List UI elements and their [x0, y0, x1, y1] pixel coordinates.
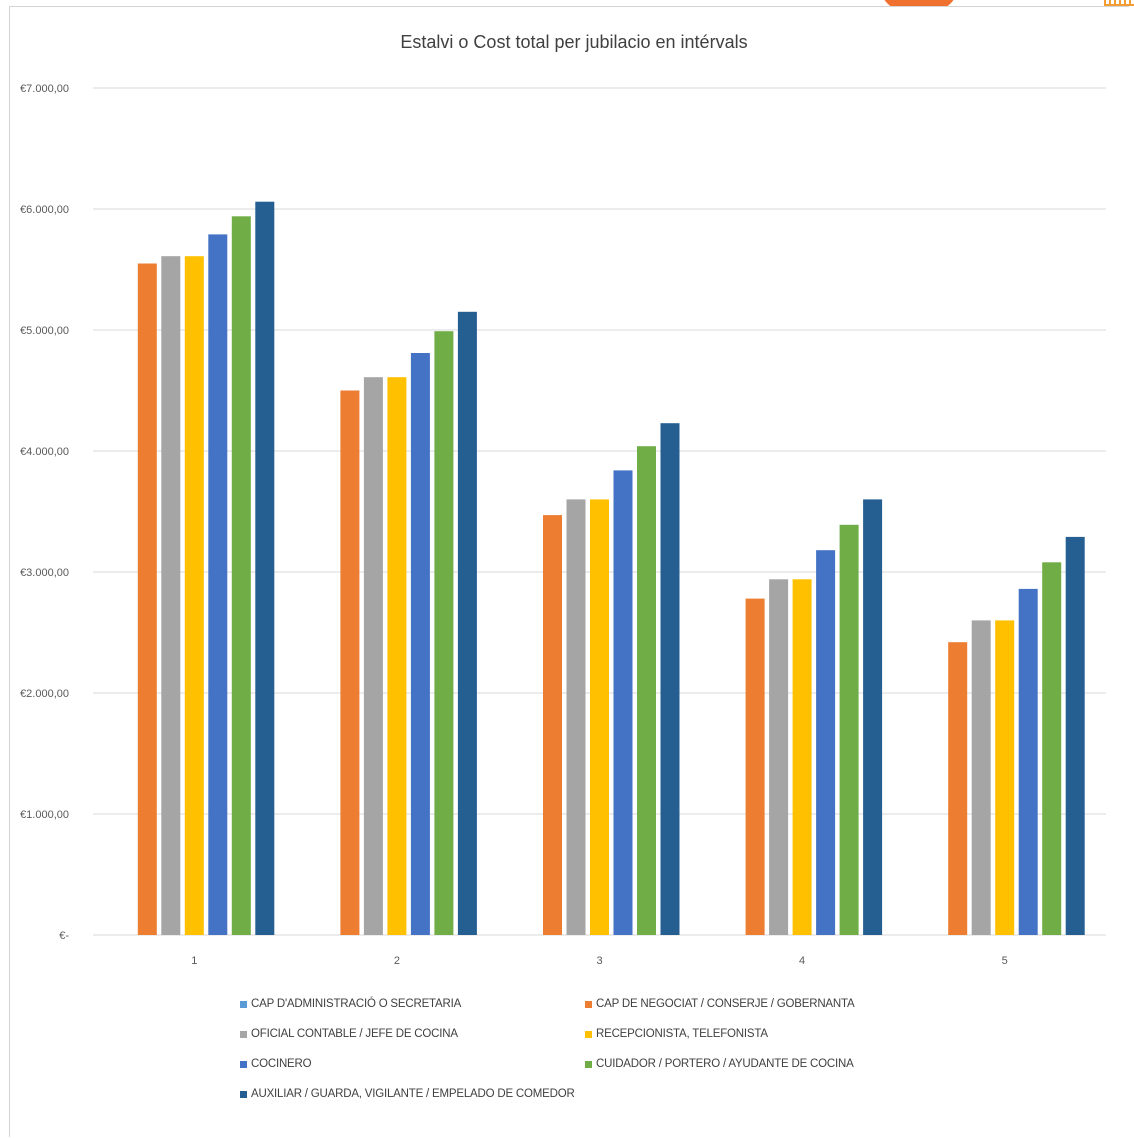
legend-label: OFICIAL CONTABLE / JEFE DE COCINA: [251, 1028, 458, 1040]
x-tick-label: 1: [191, 955, 197, 967]
bar: [208, 234, 228, 935]
y-tick-label: €1.000,00: [20, 809, 69, 821]
bar: [1042, 562, 1062, 935]
legend-item: COCINERO: [240, 1057, 585, 1071]
bar: [590, 499, 609, 935]
bar: [363, 377, 383, 935]
legend-label: COCINERO: [251, 1058, 312, 1070]
bar: [137, 263, 157, 935]
bar: [231, 216, 251, 936]
bar: [613, 470, 633, 935]
legend-item: CAP DE NEGOCIAT / CONSERJE / GOBERNANTA: [585, 997, 940, 1011]
legend-swatch: [585, 1000, 592, 1008]
y-tick-label: €2.000,00: [20, 688, 69, 700]
legend: CAP D'ADMINISTRACIÓ O SECRETARIA CAP DE N…: [240, 997, 940, 1101]
bar: [410, 353, 430, 935]
bar: [1065, 536, 1085, 935]
x-tick-label: 2: [394, 955, 400, 967]
bar-chart: Estalvi o Cost total per jubilacio en in…: [20, 32, 1106, 967]
bar: [1018, 588, 1038, 935]
chart-area: Estalvi o Cost total per jubilacio en in…: [9, 6, 1129, 1137]
bar: [637, 446, 656, 935]
bar: [340, 390, 360, 935]
bar: [387, 377, 407, 935]
x-tick-label: 5: [1002, 955, 1008, 967]
bar: [543, 515, 562, 935]
bar: [660, 423, 680, 935]
legend-item: OFICIAL CONTABLE / JEFE DE COCINA: [240, 1027, 585, 1041]
legend-label: CAP DE NEGOCIAT / CONSERJE / GOBERNANTA: [596, 998, 855, 1010]
legend-item: AUXILIAR / GUARDA, VIGILANTE / EMPELADO …: [240, 1087, 585, 1101]
y-tick-label: €7.000,00: [20, 83, 69, 95]
legend-item: CUIDADOR / PORTERO / AYUDANTE DE COCINA: [585, 1057, 940, 1071]
y-tick-label: €4.000,00: [20, 446, 69, 458]
y-tick-label: €-: [59, 930, 69, 942]
legend-swatch: [585, 1060, 592, 1068]
bar: [184, 256, 204, 935]
x-axis-tick-labels: 1 2 3 4 5: [191, 955, 1008, 967]
bar: [434, 331, 454, 935]
legend-item: RECEPCIONISTA, TELEFONISTA: [585, 1027, 940, 1041]
bar: [745, 598, 765, 935]
bar: [161, 256, 181, 935]
legend-item: CAP D'ADMINISTRACIÓ O SECRETARIA: [240, 997, 585, 1011]
chart-title: Estalvi o Cost total per jubilacio en in…: [400, 32, 747, 52]
bar: [816, 550, 836, 935]
bars: [137, 201, 1085, 936]
x-tick-label: 4: [799, 955, 805, 967]
y-axis-tick-labels: €- €1.000,00 €2.000,00 €3.000,00 €4.000,00 €5…: [20, 83, 69, 942]
legend-swatch: [585, 1030, 592, 1038]
legend-swatch: [240, 1000, 247, 1008]
bar: [792, 579, 812, 935]
x-tick-label: 3: [596, 955, 602, 967]
legend-label: RECEPCIONISTA, TELEFONISTA: [596, 1028, 768, 1040]
y-tick-label: €5.000,00: [20, 325, 69, 337]
corner-logo-mark: [1104, 0, 1134, 6]
bar: [971, 620, 991, 935]
bar: [948, 642, 968, 935]
legend-swatch: [240, 1030, 247, 1038]
legend-label: CAP D'ADMINISTRACIÓ O SECRETARIA: [251, 998, 462, 1010]
legend-swatch: [240, 1090, 247, 1098]
bar: [839, 524, 859, 935]
legend-label: AUXILIAR / GUARDA, VIGILANTE / EMPELADO …: [251, 1088, 575, 1100]
y-tick-label: €6.000,00: [20, 204, 69, 216]
legend-label: CUIDADOR / PORTERO / AYUDANTE DE COCINA: [596, 1058, 854, 1070]
bar: [995, 620, 1015, 935]
bar: [457, 311, 477, 935]
bar: [255, 201, 275, 935]
bar: [566, 499, 586, 935]
corner-logo-badge: [881, 0, 957, 10]
bar: [769, 579, 789, 935]
legend-swatch: [240, 1060, 247, 1068]
y-tick-label: €3.000,00: [20, 567, 69, 579]
bar: [863, 499, 883, 935]
